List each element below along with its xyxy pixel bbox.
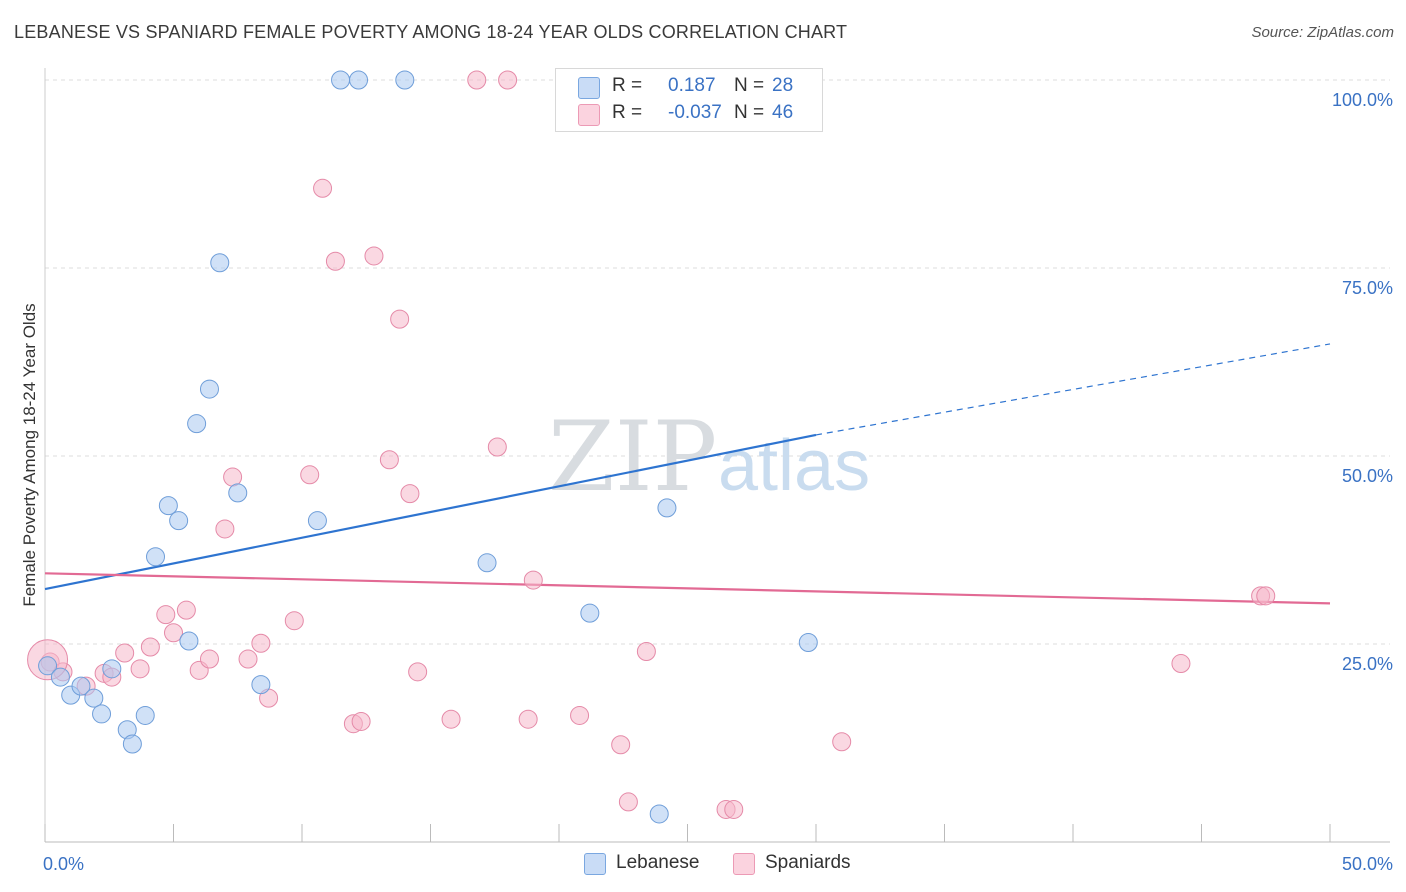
point-spaniards	[518, 709, 538, 729]
point-spaniards	[115, 643, 135, 663]
trend-layer	[44, 343, 1331, 605]
point-lebanese	[210, 253, 230, 273]
point-spaniards	[724, 799, 744, 819]
point-spaniards	[618, 792, 638, 812]
point-spaniards	[364, 246, 384, 266]
bottom-legend-swatch-lebanese	[584, 853, 606, 875]
point-spaniards	[390, 309, 410, 329]
point-lebanese	[102, 659, 122, 679]
point-lebanese	[395, 70, 415, 90]
point-spaniards	[636, 642, 656, 662]
legend-n-label: N =	[734, 102, 765, 123]
point-spaniards	[156, 605, 176, 625]
legend-swatch-lebanese	[578, 77, 600, 99]
point-spaniards	[832, 732, 852, 752]
point-spaniards	[223, 467, 243, 487]
axis-layer	[44, 68, 1390, 843]
legend-swatch-spaniards	[578, 104, 600, 126]
tick-labels: 25.0% 50.0% 75.0% 100.0% 0.0% 50.0%	[43, 90, 1393, 874]
point-lebanese	[71, 676, 91, 696]
point-spaniards	[300, 465, 320, 485]
point-lebanese	[580, 603, 600, 623]
points-layer	[27, 70, 1276, 824]
grid-layer	[45, 79, 1390, 645]
bottom-legend-swatch-spaniards	[733, 853, 755, 875]
point-spaniards	[487, 437, 507, 457]
y-tick-label: 25.0%	[1342, 654, 1393, 674]
point-spaniards	[238, 649, 258, 669]
point-spaniards	[498, 70, 518, 90]
legend-n-value: 28	[772, 75, 794, 96]
x-tick-label: 50.0%	[1342, 854, 1393, 874]
point-spaniards	[570, 705, 590, 725]
point-spaniards	[215, 519, 235, 539]
point-spaniards	[408, 662, 428, 682]
legend-r-label: R =	[612, 102, 643, 123]
trend-line-lebanese	[44, 433, 817, 591]
y-tick-label: 100.0%	[1332, 90, 1393, 110]
point-spaniards	[176, 600, 196, 620]
chart-title: LEBANESE VS SPANIARD FEMALE POVERTY AMON…	[14, 22, 848, 42]
point-lebanese	[331, 70, 351, 90]
point-lebanese	[169, 511, 189, 531]
point-lebanese	[135, 705, 155, 725]
legend-n-label: N =	[734, 75, 765, 96]
point-spaniards	[441, 709, 461, 729]
y-tick-label: 75.0%	[1342, 278, 1393, 298]
point-lebanese	[146, 547, 166, 567]
point-spaniards	[400, 484, 420, 504]
point-spaniards	[284, 611, 304, 631]
legend-r-value: 0.187	[668, 75, 716, 96]
point-lebanese	[179, 631, 199, 651]
point-lebanese	[84, 688, 104, 708]
point-spaniards	[351, 711, 371, 731]
point-lebanese	[228, 483, 248, 503]
point-lebanese	[251, 675, 271, 695]
watermark: ZIP atlas	[548, 401, 870, 513]
point-spaniards	[130, 659, 150, 679]
point-lebanese	[38, 656, 58, 676]
bottom-legend-label: Lebanese	[616, 852, 700, 873]
point-lebanese	[199, 379, 219, 399]
point-spaniards	[1171, 654, 1191, 674]
point-lebanese	[477, 553, 497, 573]
point-lebanese	[50, 667, 70, 687]
legend-n-value: 46	[772, 102, 794, 123]
point-lebanese	[92, 704, 112, 724]
point-lebanese	[187, 414, 207, 434]
point-lebanese	[349, 70, 369, 90]
point-lebanese	[122, 734, 142, 754]
legend-r-value: -0.037	[668, 102, 722, 123]
x-tick-label: 0.0%	[43, 854, 84, 874]
source-credit: Source: ZipAtlas.com	[1251, 24, 1394, 41]
point-spaniards	[140, 637, 160, 657]
point-spaniards	[199, 649, 219, 669]
point-lebanese	[307, 511, 327, 531]
point-spaniards	[164, 623, 183, 643]
correlation-legend: R = 0.187 N = 28 R = -0.037 N = 46	[555, 68, 823, 132]
legend-r-label: R =	[612, 75, 643, 96]
trend-line-spaniards	[44, 572, 1331, 605]
point-lebanese	[798, 632, 818, 652]
point-spaniards	[467, 70, 487, 90]
trend-line-lebanese-extension	[815, 343, 1331, 436]
point-spaniards	[523, 570, 543, 590]
point-spaniards	[251, 633, 271, 653]
point-spaniards	[1256, 586, 1276, 606]
watermark-zip: ZIP	[548, 401, 717, 513]
point-spaniards	[611, 735, 631, 755]
y-tick-label: 50.0%	[1342, 466, 1393, 486]
bottom-legend-label: Spaniards	[765, 852, 851, 873]
point-lebanese	[657, 498, 677, 518]
point-spaniards	[325, 251, 345, 271]
watermark-atlas: atlas	[718, 426, 870, 506]
point-lebanese	[158, 496, 178, 516]
point-spaniards	[379, 450, 399, 470]
point-spaniards	[313, 178, 333, 198]
point-lebanese	[649, 804, 669, 824]
